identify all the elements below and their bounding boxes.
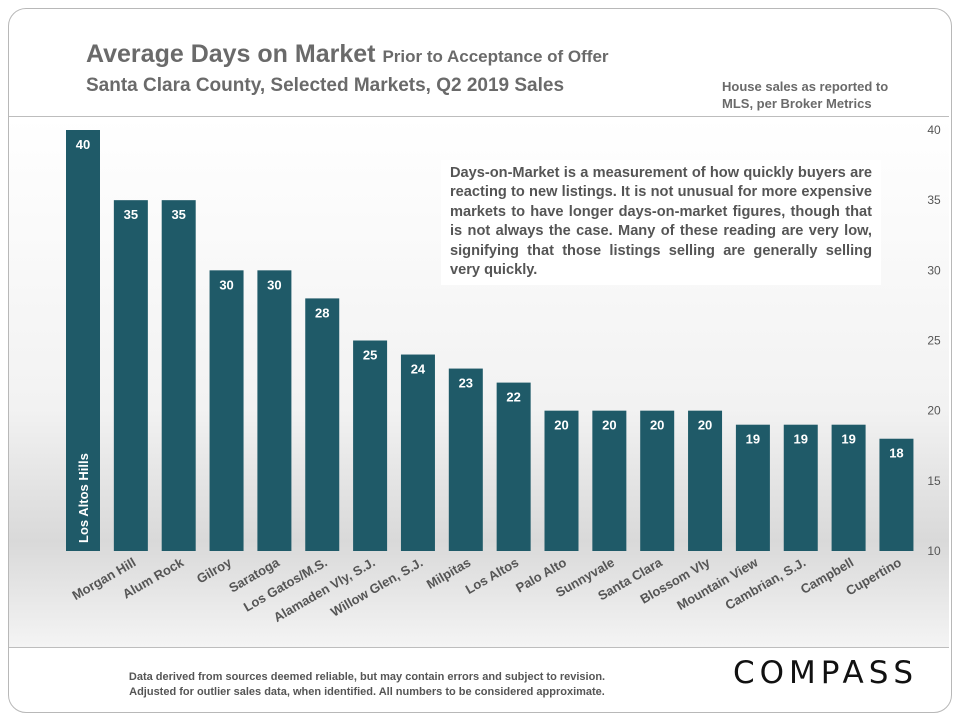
bar (688, 410, 723, 551)
bar (496, 382, 531, 551)
bar-value-label: 24 (411, 362, 426, 377)
bar (161, 200, 196, 551)
x-tick-label: Cambrian, S.J. (723, 555, 809, 613)
bar-value-label: 20 (650, 418, 664, 433)
bar-value-label: 20 (602, 418, 616, 433)
y-tick-label: 20 (927, 404, 941, 418)
bar (400, 354, 435, 551)
bar (66, 130, 100, 551)
bar (879, 438, 914, 551)
bar (209, 270, 244, 551)
bar-value-label: 25 (363, 348, 377, 363)
bar-value-label: 18 (889, 446, 903, 461)
bar-value-label: 19 (841, 432, 855, 447)
bar-value-label: 22 (506, 390, 520, 405)
bar-value-label: 28 (315, 305, 329, 320)
bar-value-label: 30 (219, 277, 233, 292)
y-tick-label: 35 (927, 193, 941, 207)
bar-value-label: 20 (698, 418, 712, 433)
bar-value-label: 35 (124, 207, 138, 222)
bar-value-label: 35 (171, 207, 185, 222)
y-tick-label: 25 (927, 334, 941, 348)
y-tick-label: 10 (927, 544, 941, 558)
bar-value-label: 19 (746, 432, 760, 447)
bar (113, 200, 148, 551)
bar (544, 410, 579, 551)
chart-title-suffix: Prior to Acceptance of Offer (382, 47, 609, 66)
footer-line-1: Data derived from sources deemed reliabl… (128, 671, 606, 683)
bar-value-label: 23 (459, 376, 473, 391)
bar-value-label: 20 (554, 418, 568, 433)
footer-disclaimer: Data derived from sources deemed reliabl… (107, 670, 627, 700)
bar (831, 424, 866, 551)
bar (353, 340, 388, 551)
bar-value-label: 19 (794, 432, 808, 447)
bar (783, 424, 818, 551)
x-tick-label: Cupertino (843, 555, 904, 599)
y-tick-label: 30 (927, 263, 941, 277)
bar (592, 410, 627, 551)
bar-value-label: 30 (267, 277, 281, 292)
x-tick-label: Los Altos Hills (76, 453, 91, 543)
chart-subtitle: Santa Clara County, Selected Markets, Q2… (86, 75, 565, 96)
source-note: House sales as reported to MLS, per Brok… (722, 79, 889, 111)
footer-line-2: Adjusted for outlier sales data, when id… (129, 686, 605, 698)
bar (640, 410, 675, 551)
y-tick-label: 15 (927, 474, 941, 488)
compass-logo: COMPASS (733, 655, 919, 691)
bar (305, 298, 340, 551)
x-tick-label: Los Altos (463, 555, 521, 597)
explanation-callout: Days-on-Market is a measurement of how q… (441, 160, 881, 285)
chart-title: Average Days on Market Prior to Acceptan… (86, 40, 609, 68)
bar-value-label: 40 (76, 137, 90, 152)
bar (448, 368, 483, 551)
y-tick-label: 40 (927, 123, 941, 137)
x-tick-label: Mountain View (674, 554, 761, 613)
bar (735, 424, 770, 551)
bar (257, 270, 292, 551)
